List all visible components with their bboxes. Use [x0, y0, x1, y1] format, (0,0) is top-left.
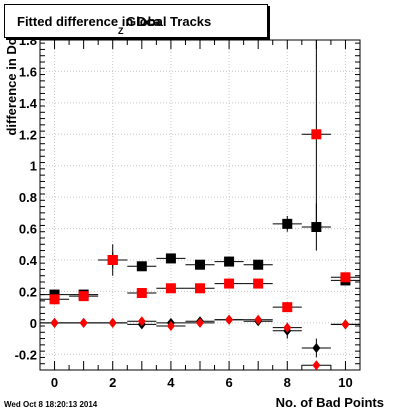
data-point-square	[136, 288, 147, 298]
x-tick-label: 0	[51, 375, 58, 390]
data-point-diamond	[341, 319, 350, 330]
data-point-diamond	[50, 317, 59, 328]
data-point-square	[136, 261, 147, 272]
data-point-square	[224, 278, 235, 289]
x-tick-label: 4	[167, 375, 175, 390]
x-tick-label: 2	[109, 375, 116, 390]
data-point-square	[282, 218, 293, 229]
x-axis-title: No. of Bad Points	[276, 395, 384, 410]
data-point-square	[165, 253, 176, 264]
data-point-square	[165, 283, 176, 294]
data-point-square	[195, 283, 205, 294]
data-point-square	[49, 294, 60, 305]
chart-title-suffix: Global Tracks	[126, 14, 212, 29]
y-axis-title: difference in Dc	[4, 38, 19, 136]
data-point-diamond	[312, 343, 321, 353]
y-tick-label: 0.8	[19, 190, 37, 205]
y-tick-label: 1.6	[19, 64, 37, 79]
data-point-diamond	[79, 317, 88, 328]
data-series	[40, 40, 360, 370]
data-point-square	[224, 256, 235, 267]
y-tick-label: 0	[30, 316, 37, 331]
chart-title-prefix: Fitted difference in Dca	[17, 14, 161, 29]
data-point-diamond	[312, 360, 321, 370]
data-point-square	[78, 291, 89, 302]
data-point-diamond	[108, 317, 117, 328]
data-point-square	[282, 302, 293, 313]
data-point-square	[253, 278, 264, 289]
y-tick-label: 0.2	[19, 284, 37, 299]
x-tick-label: 10	[338, 375, 352, 390]
data-point-square	[107, 255, 118, 265]
y-tick-label: 1.4	[19, 96, 38, 111]
y-tick-label: 1.2	[19, 127, 37, 142]
data-points	[40, 40, 360, 370]
chart-title-box: Fitted difference in Dca Z Global Tracks	[4, 4, 268, 38]
data-point-square	[253, 259, 264, 270]
data-point-square	[195, 259, 205, 270]
data-point-diamond	[254, 314, 263, 325]
y-tick-label: -0.2	[15, 347, 37, 362]
chart-title-subscript: Z	[118, 26, 124, 36]
data-point-diamond	[225, 314, 234, 325]
data-point-square	[340, 272, 351, 283]
y-tick-label: 1	[30, 159, 37, 174]
data-point-square	[311, 129, 322, 140]
data-point-diamond	[283, 322, 292, 333]
series-3	[40, 314, 360, 370]
data-point-diamond	[196, 317, 204, 328]
timestamp: Wed Oct 8 18:20:13 2014	[4, 400, 98, 409]
x-tick-label: 8	[284, 375, 291, 390]
data-point-diamond	[166, 321, 175, 331]
y-tick-label: 0.6	[19, 222, 37, 237]
axes: 0 2 4 6 8 10-0.200.20.40.60.811.21.41.61.8	[15, 33, 361, 390]
y-tick-label: 0.4	[19, 253, 38, 268]
x-tick-label: 6	[225, 375, 232, 390]
series-1	[40, 40, 360, 313]
data-point-diamond	[137, 316, 146, 327]
